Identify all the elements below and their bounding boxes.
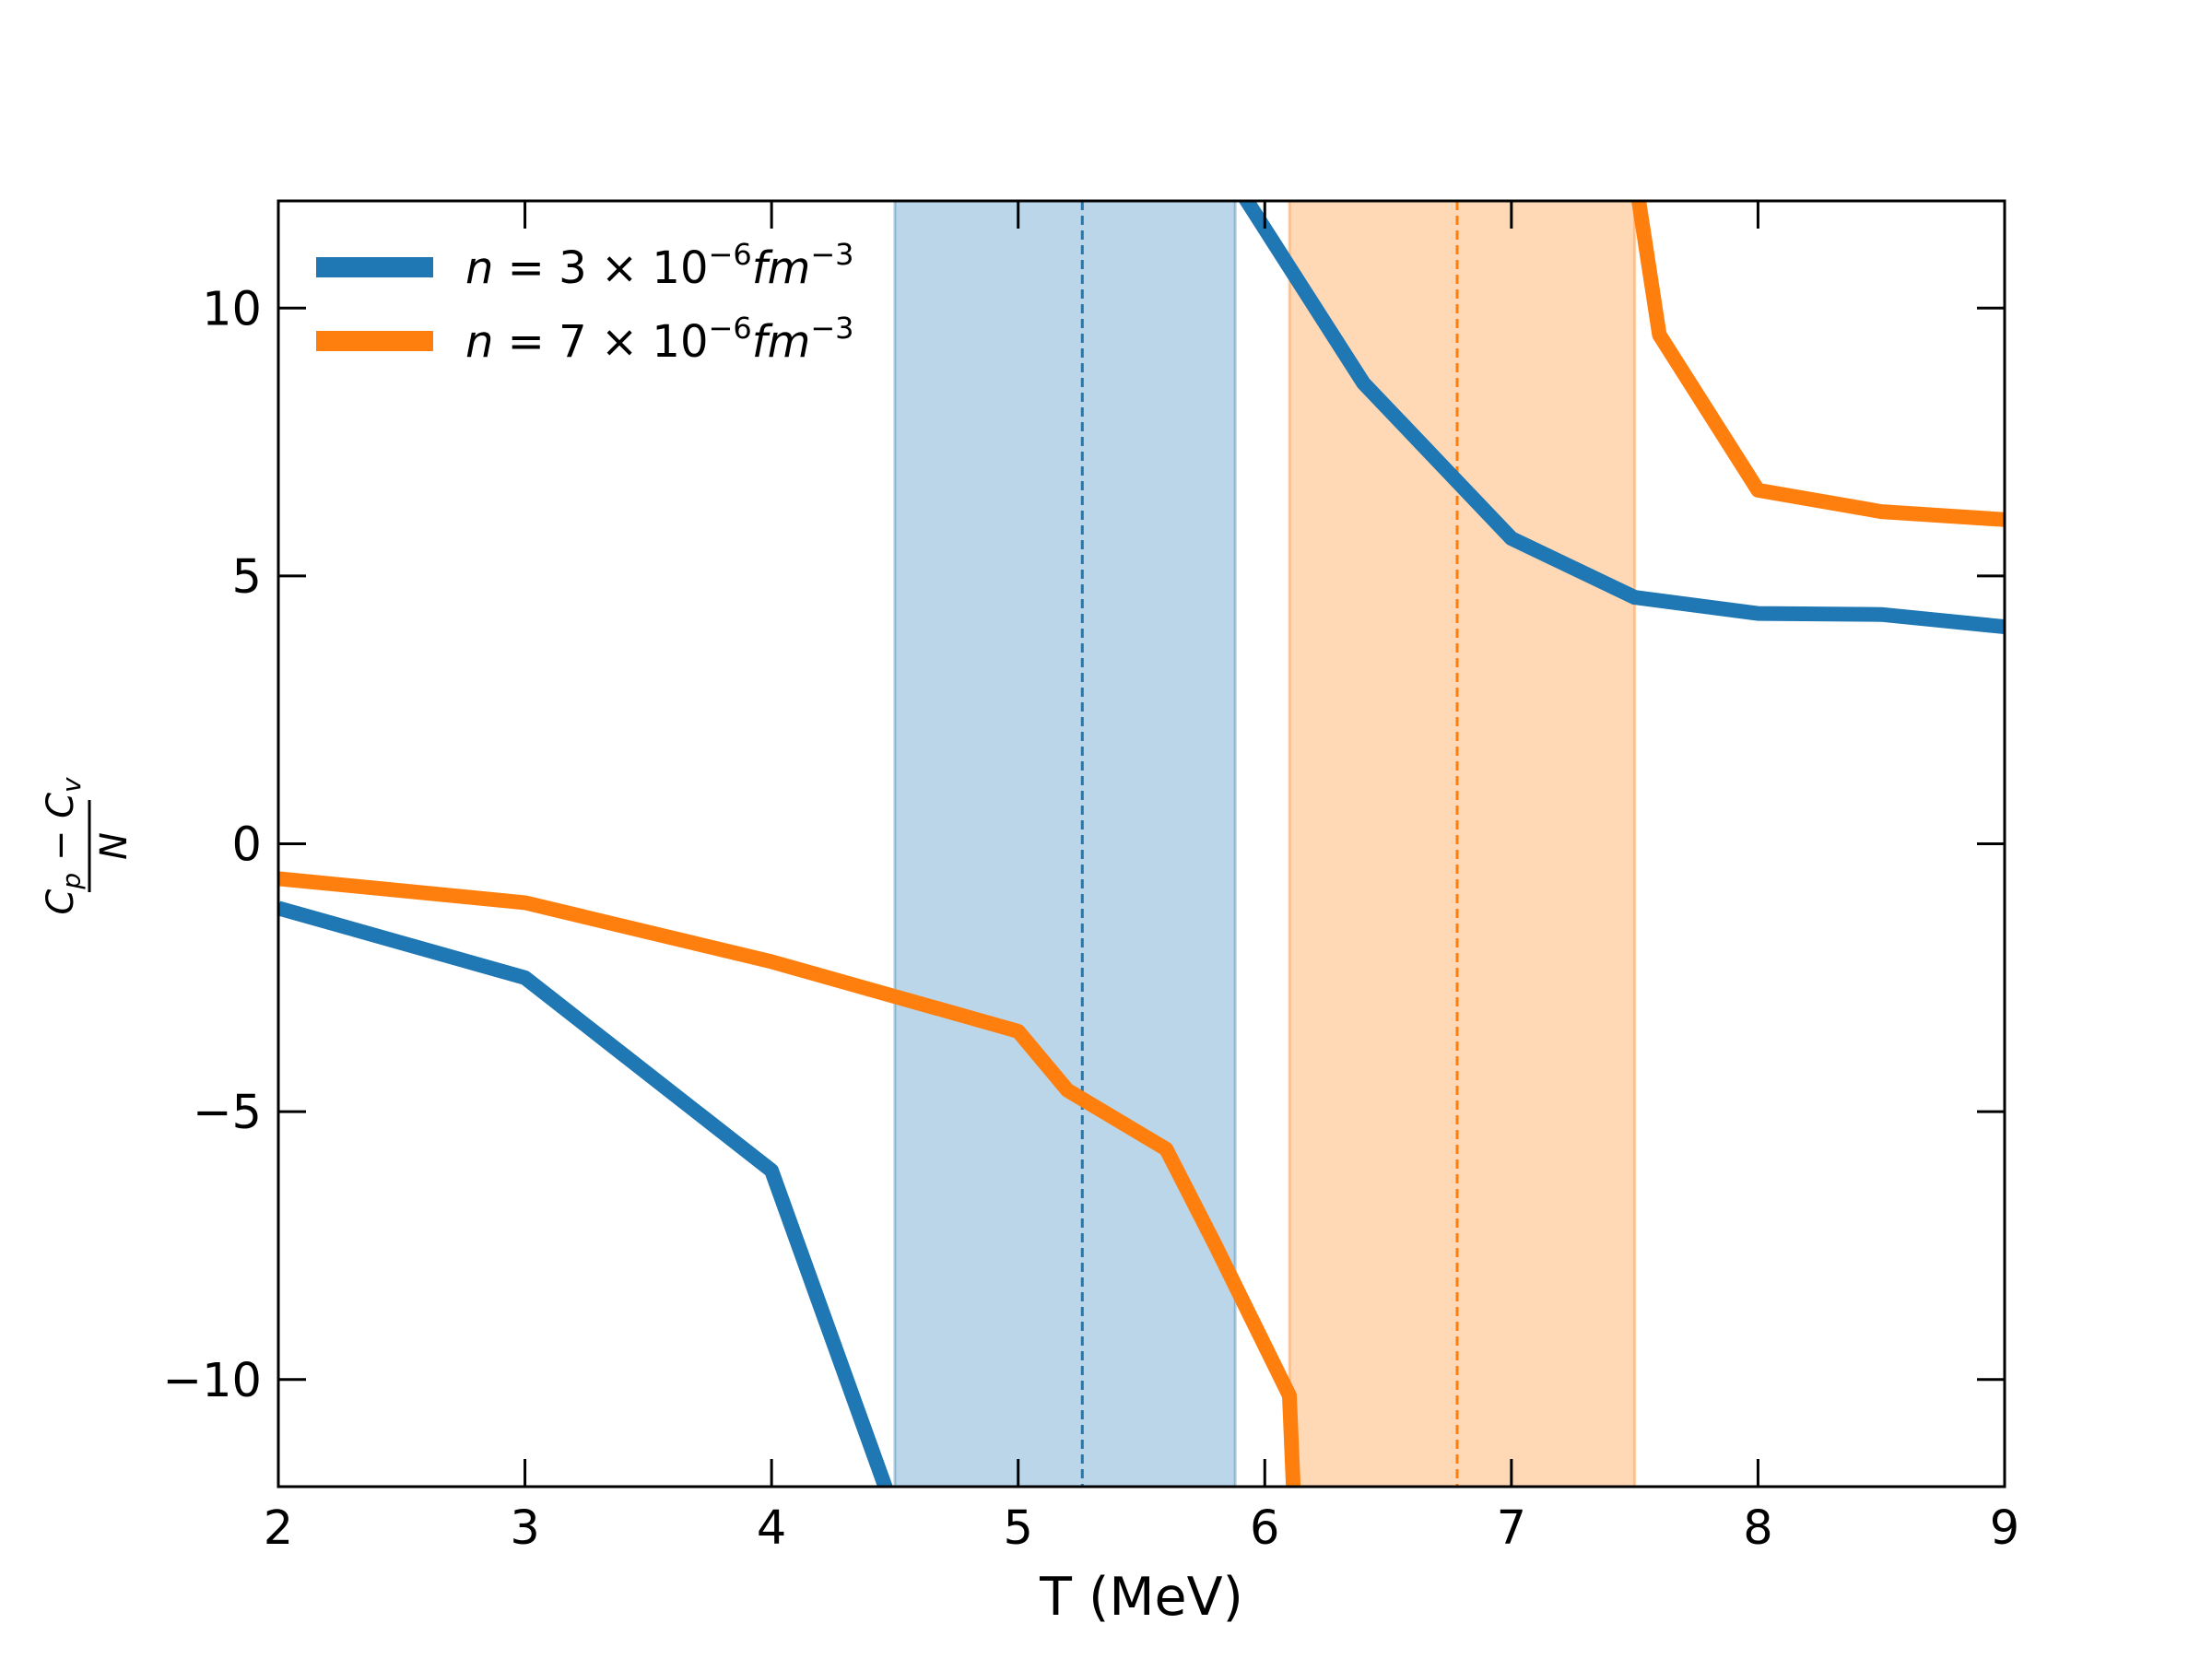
legend-label-2: n = 7 × 10−6fm−3 [465, 311, 854, 368]
y-axis-denominator: N [93, 832, 135, 860]
y-axis-numerator: Cp − Cv [40, 777, 87, 915]
x-tick-label: 7 [1497, 1501, 1526, 1556]
blue-band [893, 201, 1237, 1487]
y-tick-label: −5 [193, 1086, 262, 1140]
x-tick-label: 6 [1250, 1501, 1279, 1556]
x-tick-label: 5 [1003, 1501, 1032, 1556]
x-tick-label: 3 [510, 1501, 539, 1556]
legend-label-1: n = 3 × 10−6fm−3 [465, 237, 854, 294]
series-line-1 [278, 201, 2005, 1487]
y-tick-label: 5 [232, 550, 262, 605]
x-axis-title: T (MeV) [1039, 1567, 1243, 1628]
y-axis-title: Cp − CvN [40, 777, 135, 915]
x-tick-label: 2 [264, 1501, 293, 1556]
x-tick-label: 9 [1990, 1501, 2019, 1556]
series-line-2 [278, 201, 2005, 1487]
y-tick-label: −10 [162, 1354, 262, 1408]
x-tick-label: 8 [1743, 1501, 1772, 1556]
y-tick-label: 10 [202, 282, 262, 336]
y-tick-label: 0 [232, 818, 262, 873]
orange-band [1288, 201, 1637, 1487]
x-tick-label: 4 [757, 1501, 786, 1556]
